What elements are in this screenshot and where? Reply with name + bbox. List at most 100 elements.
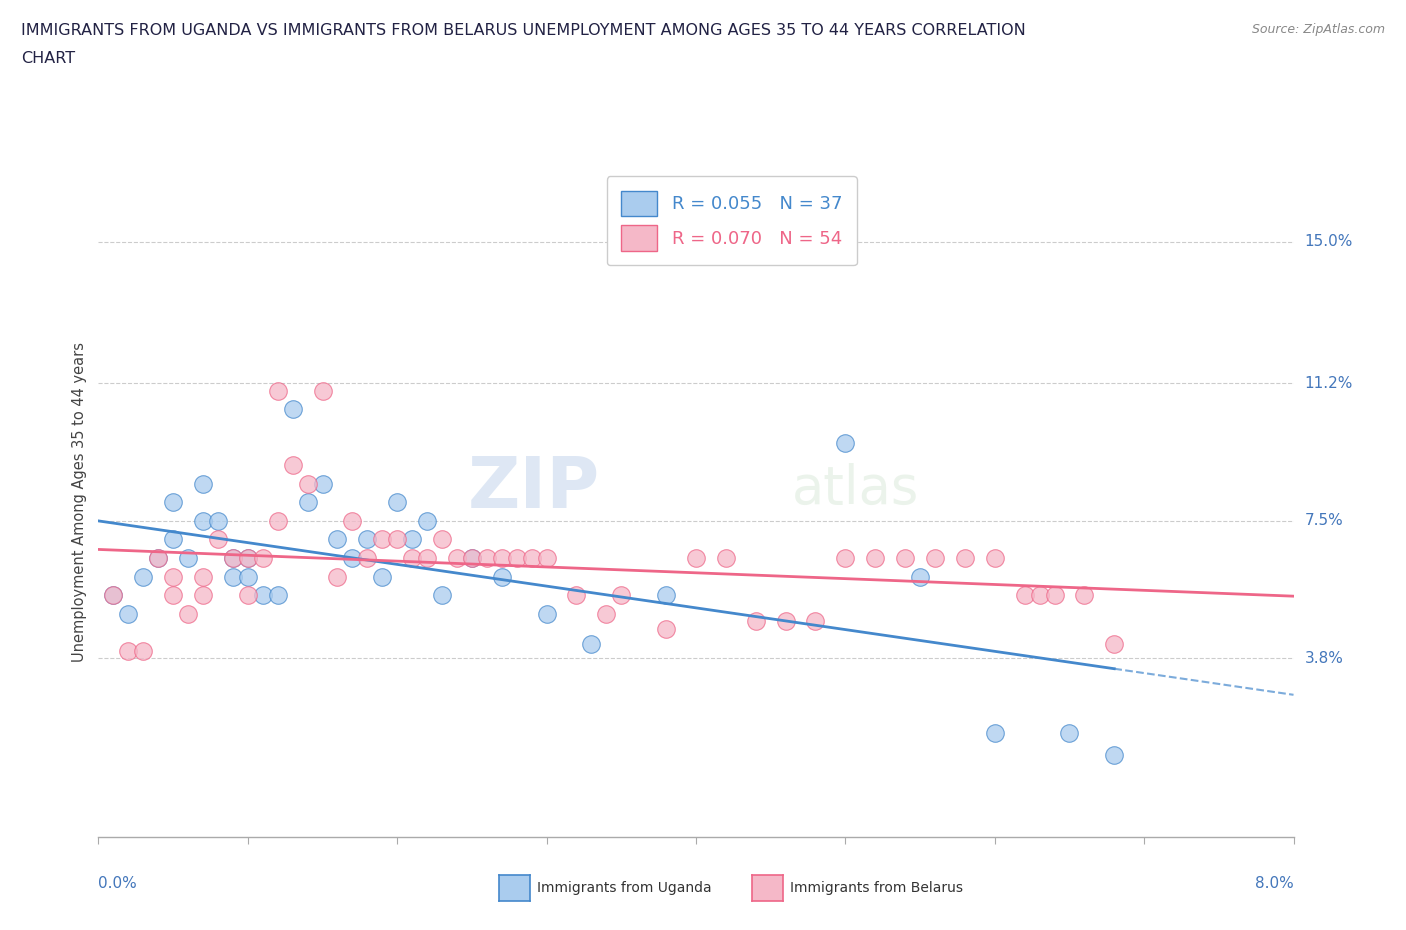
- Text: CHART: CHART: [21, 51, 75, 66]
- Point: [311, 476, 333, 491]
- Y-axis label: Unemployment Among Ages 35 to 44 years: Unemployment Among Ages 35 to 44 years: [72, 342, 87, 662]
- Point: [103, 588, 125, 603]
- Point: [103, 588, 125, 603]
- Text: Immigrants from Uganda: Immigrants from Uganda: [537, 881, 711, 896]
- Point: [863, 551, 886, 565]
- Point: [461, 551, 484, 565]
- Point: [207, 532, 229, 547]
- Point: [148, 551, 170, 565]
- Text: Immigrants from Belarus: Immigrants from Belarus: [790, 881, 963, 896]
- Point: [475, 551, 498, 565]
- Point: [371, 532, 394, 547]
- Point: [385, 532, 409, 547]
- Point: [1043, 588, 1066, 603]
- Point: [401, 532, 423, 547]
- Point: [536, 551, 558, 565]
- Point: [236, 551, 259, 565]
- Point: [191, 513, 214, 528]
- Point: [581, 636, 603, 651]
- Point: [446, 551, 468, 565]
- Point: [416, 551, 439, 565]
- Point: [1014, 588, 1036, 603]
- Point: [430, 532, 453, 547]
- Point: [177, 551, 200, 565]
- Point: [356, 551, 378, 565]
- Point: [297, 495, 319, 510]
- Point: [162, 588, 184, 603]
- Point: [924, 551, 946, 565]
- Point: [191, 569, 214, 584]
- Point: [610, 588, 633, 603]
- Point: [506, 551, 529, 565]
- Point: [342, 513, 364, 528]
- Point: [894, 551, 917, 565]
- Point: [148, 551, 170, 565]
- Text: 3.8%: 3.8%: [1305, 651, 1344, 666]
- Point: [267, 383, 290, 398]
- Point: [595, 606, 617, 621]
- Point: [162, 532, 184, 547]
- Text: 0.0%: 0.0%: [98, 876, 138, 891]
- Point: [953, 551, 976, 565]
- Point: [191, 588, 214, 603]
- Point: [491, 551, 513, 565]
- Point: [117, 606, 139, 621]
- Point: [401, 551, 423, 565]
- Point: [371, 569, 394, 584]
- Point: [983, 725, 1005, 740]
- Text: Source: ZipAtlas.com: Source: ZipAtlas.com: [1251, 23, 1385, 36]
- Point: [834, 435, 856, 450]
- Text: 7.5%: 7.5%: [1305, 513, 1343, 528]
- Point: [236, 588, 259, 603]
- Point: [132, 569, 155, 584]
- Point: [252, 588, 274, 603]
- Point: [117, 644, 139, 658]
- Point: [745, 614, 768, 629]
- Point: [655, 621, 678, 636]
- Text: IMMIGRANTS FROM UGANDA VS IMMIGRANTS FROM BELARUS UNEMPLOYMENT AMONG AGES 35 TO : IMMIGRANTS FROM UGANDA VS IMMIGRANTS FRO…: [21, 23, 1026, 38]
- Point: [1028, 588, 1050, 603]
- Point: [222, 569, 245, 584]
- Point: [1059, 725, 1081, 740]
- Point: [267, 513, 290, 528]
- Point: [775, 614, 797, 629]
- Point: [461, 551, 484, 565]
- Point: [430, 588, 453, 603]
- Point: [222, 551, 245, 565]
- Point: [297, 476, 319, 491]
- Text: 15.0%: 15.0%: [1305, 234, 1353, 249]
- Point: [207, 513, 229, 528]
- Point: [281, 458, 304, 472]
- Point: [565, 588, 588, 603]
- Point: [326, 532, 349, 547]
- Point: [983, 551, 1005, 565]
- Point: [685, 551, 707, 565]
- Point: [326, 569, 349, 584]
- Point: [804, 614, 827, 629]
- Point: [191, 476, 214, 491]
- Text: 11.2%: 11.2%: [1305, 376, 1353, 391]
- Point: [1102, 748, 1125, 763]
- Text: 8.0%: 8.0%: [1254, 876, 1294, 891]
- Point: [536, 606, 558, 621]
- Point: [222, 551, 245, 565]
- Legend: R = 0.055   N = 37, R = 0.070   N = 54: R = 0.055 N = 37, R = 0.070 N = 54: [607, 177, 856, 265]
- Point: [132, 644, 155, 658]
- Point: [1102, 636, 1125, 651]
- Point: [281, 402, 304, 417]
- Point: [177, 606, 200, 621]
- Point: [267, 588, 290, 603]
- Point: [311, 383, 333, 398]
- Point: [714, 551, 737, 565]
- Point: [342, 551, 364, 565]
- Point: [491, 569, 513, 584]
- Point: [252, 551, 274, 565]
- Point: [834, 551, 856, 565]
- Text: atlas: atlas: [792, 463, 920, 515]
- Point: [1073, 588, 1095, 603]
- Point: [655, 588, 678, 603]
- Point: [162, 495, 184, 510]
- Point: [162, 569, 184, 584]
- Point: [416, 513, 439, 528]
- Point: [385, 495, 409, 510]
